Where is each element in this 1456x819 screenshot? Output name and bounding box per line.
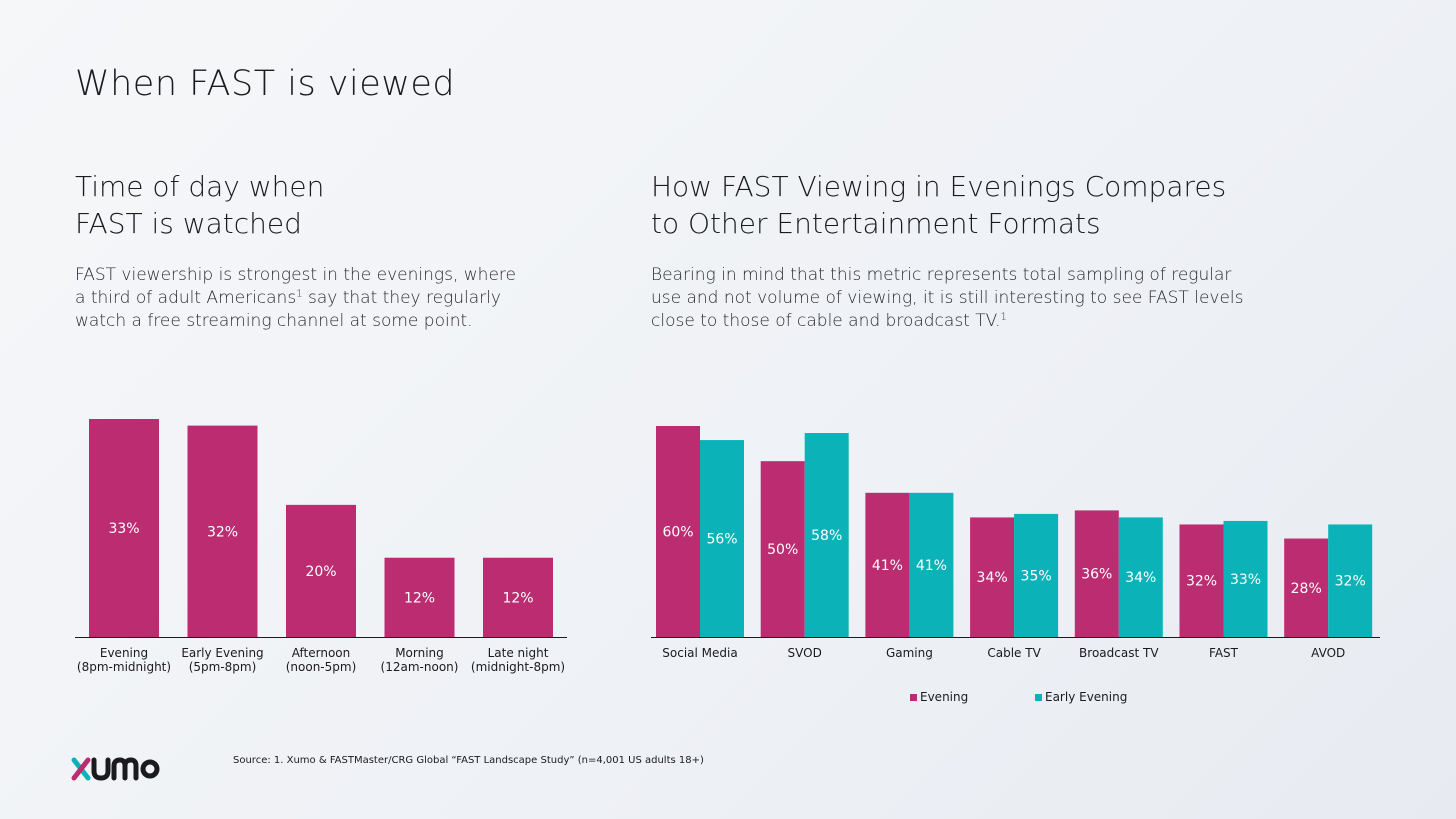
footnote-ref: 1 xyxy=(1000,311,1007,323)
bar-broadcast-tv-evening xyxy=(1074,510,1119,637)
legend-label-early-evening: Early Evening xyxy=(1045,690,1128,704)
bar-data-label: 41% xyxy=(916,558,947,574)
left-description: FAST viewership is strongest in the even… xyxy=(75,264,516,333)
bar-broadcast-tv-early-evening xyxy=(1118,517,1163,637)
bar-data-label: 32% xyxy=(1335,574,1366,590)
footnote-ref: 1 xyxy=(296,288,303,300)
category-label: AVOD xyxy=(1311,646,1345,660)
bar-data-label: 50% xyxy=(767,542,798,558)
category-label: Late night xyxy=(488,646,549,660)
legend-item-early-evening: Early Evening xyxy=(1035,690,1160,704)
left-section-title: Time of day when FAST is watched xyxy=(75,168,324,242)
bar-cable-tv-evening xyxy=(970,517,1015,637)
bar-data-label: 60% xyxy=(662,525,693,541)
category-label: Evening xyxy=(100,646,148,660)
category-label: FAST xyxy=(1209,646,1239,660)
time-of-day-bar-chart: 33% Evening(8pm-midnight) 32% Early Evening… xyxy=(75,419,567,674)
bar-gaming-early-evening xyxy=(909,492,954,637)
right-desc-line-1: Bearing in mind that this metric represe… xyxy=(651,265,1232,285)
bar-fast-evening xyxy=(1179,524,1224,637)
logo-m xyxy=(111,757,139,781)
category-label: (midnight-8pm) xyxy=(471,660,565,674)
bar-data-label: 33% xyxy=(108,521,139,537)
bar-data-label: 56% xyxy=(706,532,737,548)
bar-data-label: 34% xyxy=(1125,570,1156,586)
category-label: (noon-5pm) xyxy=(286,660,357,674)
category-label: Afternoon xyxy=(292,646,351,660)
category-label: Broadcast TV xyxy=(1079,646,1159,660)
bar-fast-early-evening xyxy=(1223,520,1268,637)
bar-data-label: 12% xyxy=(502,590,533,606)
bar-evening xyxy=(89,419,159,637)
right-desc-line-3-pre: close to those of cable and broadcast TV… xyxy=(651,311,1001,331)
bar-data-label: 20% xyxy=(305,564,336,580)
bar-data-label: 28% xyxy=(1291,581,1322,597)
source-note: Source: 1. Xumo & FASTMaster/CRG Global … xyxy=(233,755,704,766)
legend-swatch-evening xyxy=(910,693,917,701)
left-title-line-2: FAST is watched xyxy=(75,207,302,240)
logo-x-stroke-pink xyxy=(71,757,91,781)
legend-swatch-early-evening xyxy=(1035,693,1042,701)
logo-o xyxy=(140,759,160,779)
bar-early-evening xyxy=(187,425,258,637)
category-label: Morning xyxy=(395,646,444,660)
legend-label-evening: Evening xyxy=(920,690,969,704)
bar-late-night xyxy=(483,557,553,637)
bar-data-label: 35% xyxy=(1021,568,1052,584)
bar-svod-early-evening xyxy=(804,433,849,637)
page-title: When FAST is viewed xyxy=(75,64,456,104)
bar-avod-early-evening xyxy=(1328,524,1373,637)
bar-data-label: 36% xyxy=(1081,567,1112,583)
bar-data-label: 58% xyxy=(811,528,842,544)
right-section-title: How FAST Viewing in Evenings Compares to… xyxy=(651,168,1226,242)
right-desc-line-2: use and not volume of viewing, it is sti… xyxy=(651,288,1244,308)
bar-gaming-evening xyxy=(865,492,910,637)
category-label: (5pm-8pm) xyxy=(189,660,257,674)
right-title-line-1: How FAST Viewing in Evenings Compares xyxy=(651,170,1227,203)
bar-morning xyxy=(384,557,455,637)
category-label: (8pm-midnight) xyxy=(77,660,171,674)
left-desc-line-1: FAST viewership is strongest in the even… xyxy=(75,265,516,285)
category-label: Social Media xyxy=(662,646,737,660)
right-desc-line-3: close to those of cable and broadcast TV… xyxy=(651,310,1244,333)
bar-data-label: 34% xyxy=(977,570,1008,586)
bar-avod-evening xyxy=(1284,538,1329,637)
right-description: Bearing in mind that this metric represe… xyxy=(651,264,1244,333)
bar-afternoon xyxy=(286,504,356,637)
bar-data-label: 41% xyxy=(872,558,903,574)
bar-social-media-evening xyxy=(656,426,700,637)
category-label: SVOD xyxy=(788,646,822,660)
bar-data-label: 32% xyxy=(1186,574,1217,590)
legend-item-evening: Evening xyxy=(910,690,1035,704)
bar-social-media-early-evening xyxy=(700,440,744,637)
category-label: Early Evening xyxy=(181,646,263,660)
right-title-line-2: to Other Entertainment Formats xyxy=(651,207,1101,240)
left-title-line-1: Time of day when xyxy=(75,170,325,203)
left-desc-line-2-post: say that they regularly xyxy=(302,288,501,308)
category-label: Cable TV xyxy=(987,646,1041,660)
bar-cable-tv-early-evening xyxy=(1014,513,1059,637)
left-desc-line-3: watch a free streaming channel at some p… xyxy=(75,311,473,331)
left-desc-line-2: a third of adult Americans1 say that the… xyxy=(75,287,516,310)
bar-data-label: 32% xyxy=(207,524,238,540)
format-comparison-bar-chart: 60% 56% Social Media 50% 58% SVOD 41% 41% Gaming… xyxy=(651,426,1380,660)
chart-legend: Evening Early Evening xyxy=(910,690,1160,704)
bar-data-label: 33% xyxy=(1230,572,1261,588)
xumo-logo xyxy=(71,757,160,781)
bar-svod-evening xyxy=(760,461,805,637)
left-desc-line-2-pre: a third of adult Americans xyxy=(75,288,297,308)
category-label: Gaming xyxy=(886,646,933,660)
bar-data-label: 12% xyxy=(404,590,435,606)
logo-u xyxy=(91,757,111,781)
category-label: (12am-noon) xyxy=(381,660,459,674)
